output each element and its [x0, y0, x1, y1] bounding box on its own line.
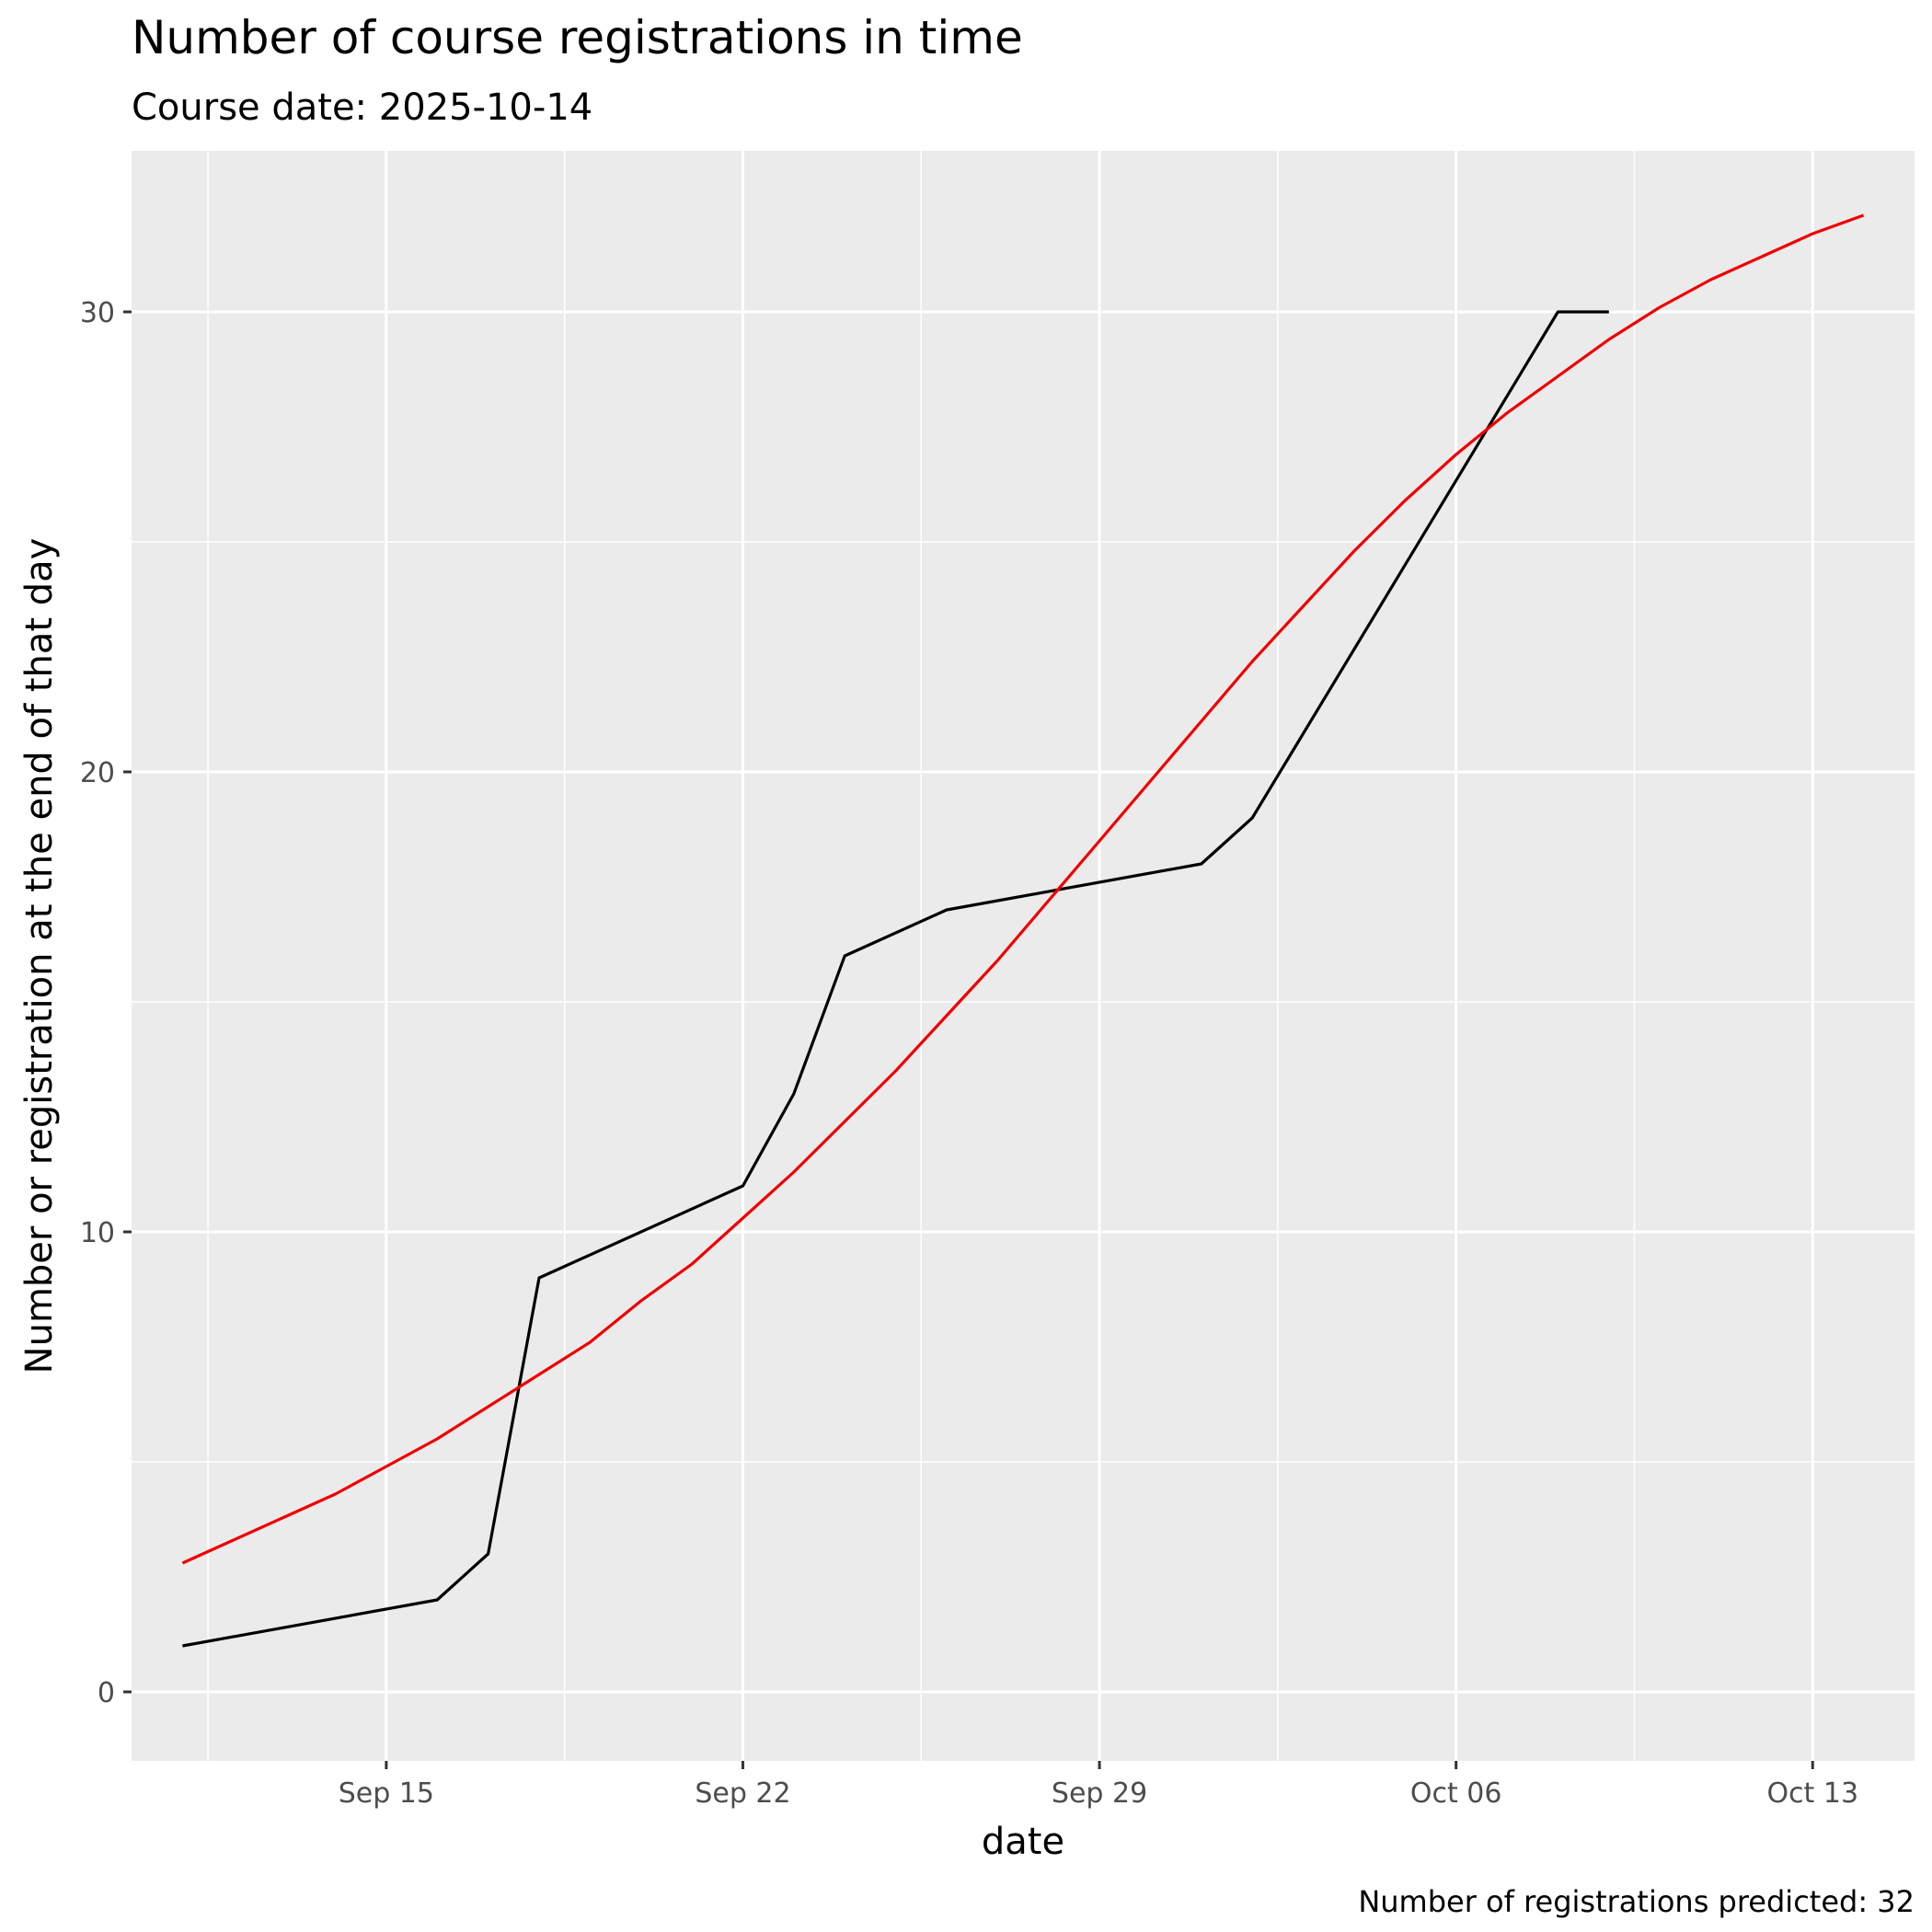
x-tick-label: Sep 22 [695, 1777, 790, 1810]
actual-series-line [182, 310, 1609, 1648]
chart-subtitle: Course date: 2025-10-14 [132, 86, 592, 129]
x-axis-title: date [982, 1821, 1064, 1863]
y-tick-label: 0 [98, 1677, 115, 1709]
x-tick-label: Oct 13 [1766, 1777, 1858, 1810]
y-axis-title: Number or registration at the end of tha… [18, 538, 61, 1374]
y-axis: 0 10 20 30 [80, 297, 132, 1709]
major-grid [132, 151, 1915, 1761]
x-tick-label: Sep 29 [1052, 1777, 1147, 1810]
y-tick-label: 20 [80, 757, 115, 789]
plot-panel [132, 151, 1915, 1761]
y-tick-label: 30 [80, 297, 115, 329]
y-tick-label: 10 [80, 1217, 115, 1249]
x-tick-label: Sep 15 [339, 1777, 434, 1810]
x-axis: Sep 15 Sep 22 Sep 29 Oct 06 Oct 13 [339, 1761, 1858, 1810]
x-tick-label: Oct 06 [1410, 1777, 1502, 1810]
chart-title: Number of course registrations in time [132, 11, 1023, 64]
minor-grid [132, 151, 1915, 1761]
chart-caption: Number of registrations predicted: 32 [1358, 1884, 1915, 1919]
series-layer [181, 213, 1865, 1648]
predicted-series-line [181, 213, 1865, 1565]
